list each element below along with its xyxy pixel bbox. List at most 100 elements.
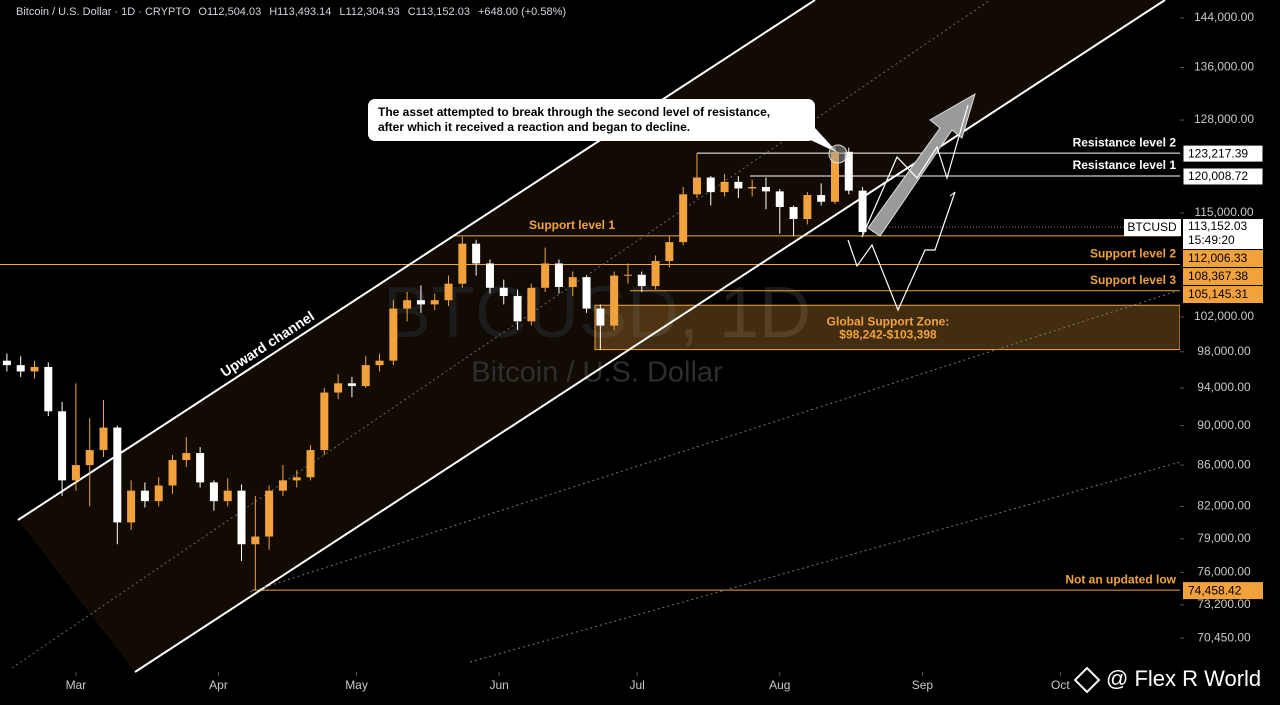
axis: 144,000.00 136,000.00 128,000.00 115,000.00… bbox=[66, 10, 1264, 692]
candle-body bbox=[844, 151, 853, 191]
callout-text: The asset attempted to break through the… bbox=[378, 105, 770, 119]
header-high: H113,493.14 bbox=[269, 6, 331, 18]
candle-body bbox=[71, 465, 80, 481]
y-tick-label: 76,000.00 bbox=[1197, 564, 1251, 578]
channel-fill bbox=[18, 0, 1165, 672]
candle-body bbox=[223, 490, 232, 502]
candle-body bbox=[665, 242, 674, 262]
candle-body bbox=[803, 195, 812, 220]
candle-body bbox=[817, 195, 826, 202]
level-box bbox=[1183, 286, 1263, 304]
brand: @ Flex R World bbox=[1073, 666, 1261, 694]
level-name: Support level 2 bbox=[1090, 247, 1176, 261]
projection-path bbox=[847, 191, 956, 312]
y-tick-label: 136,000.00 bbox=[1194, 60, 1254, 74]
candle-body bbox=[623, 274, 632, 276]
level-name: Support level 1 bbox=[529, 218, 615, 232]
y-tick-label: 128,000.00 bbox=[1194, 112, 1254, 126]
level-box bbox=[1183, 268, 1263, 286]
candle-body bbox=[651, 261, 660, 287]
candle-body bbox=[334, 383, 343, 393]
y-tick-label: 94,000.00 bbox=[1197, 380, 1251, 394]
candle-body bbox=[458, 243, 467, 284]
header-open: O112,504.03 bbox=[198, 6, 261, 18]
projection-arrow bbox=[867, 92, 976, 237]
projection-head bbox=[949, 191, 956, 197]
candle-body bbox=[472, 243, 481, 264]
channel-upper bbox=[17, 0, 816, 521]
candle-body bbox=[858, 190, 867, 233]
last-price-label: 113,152.03 bbox=[1188, 219, 1247, 233]
candle-body bbox=[113, 427, 122, 523]
channel-lower bbox=[134, 0, 1166, 673]
level-name: Resistance level 1 bbox=[1073, 158, 1177, 172]
y-tick-label: 90,000.00 bbox=[1197, 418, 1251, 432]
y-tick-label: 70,450.00 bbox=[1197, 630, 1251, 644]
header-close: C113,152.03 bbox=[408, 6, 470, 18]
symbol-label: BTCUSD bbox=[1127, 220, 1177, 234]
candle-body bbox=[568, 277, 577, 287]
candle-body bbox=[416, 300, 425, 305]
candle-body bbox=[2, 360, 11, 366]
x-tick-label: Jun bbox=[489, 678, 508, 692]
x-tick-label: Mar bbox=[66, 678, 87, 692]
x-tick-label: Jul bbox=[629, 678, 644, 692]
header-symbol: Bitcoin / U.S. Dollar · 1D · CRYPTO bbox=[16, 6, 191, 18]
countdown: 15:49:20 bbox=[1188, 233, 1235, 247]
candle-body bbox=[692, 177, 701, 195]
candle-body bbox=[679, 194, 688, 243]
candle-body bbox=[830, 151, 839, 202]
candle-body bbox=[44, 366, 53, 412]
candle-body bbox=[292, 477, 301, 481]
candle-body bbox=[734, 181, 743, 189]
candle-body bbox=[251, 536, 260, 545]
layer bbox=[0, 152, 1181, 591]
level-box bbox=[1182, 167, 1264, 186]
candle-body bbox=[610, 275, 619, 326]
candle-body bbox=[320, 392, 329, 451]
level-label: 74,458.42 bbox=[1188, 583, 1242, 597]
candle-body bbox=[513, 296, 522, 322]
level-name: Resistance level 2 bbox=[1073, 135, 1177, 149]
candle-body bbox=[85, 450, 94, 466]
candle-body bbox=[306, 450, 315, 478]
level-box bbox=[1183, 250, 1263, 268]
y-tick-label: 102,000.00 bbox=[1194, 309, 1254, 323]
candle-body bbox=[16, 365, 25, 372]
watermark-subtitle: Bitcoin / U.S. Dollar bbox=[471, 357, 723, 389]
brand-logo bbox=[1073, 666, 1101, 694]
y-tick-label: 144,000.00 bbox=[1194, 10, 1254, 24]
level-label: 108,367.38 bbox=[1188, 269, 1248, 283]
candle-body bbox=[499, 287, 508, 297]
candle-body bbox=[554, 263, 563, 287]
candle-body bbox=[58, 411, 67, 481]
candle-body bbox=[127, 490, 136, 523]
y-tick-label: 79,000.00 bbox=[1197, 531, 1251, 545]
level-label: 120,008.72 bbox=[1188, 169, 1248, 183]
y-tick-label: 98,000.00 bbox=[1197, 344, 1251, 358]
candle-body bbox=[182, 453, 191, 461]
last-price-box bbox=[1183, 219, 1263, 250]
callout-text: after which it received a reaction and b… bbox=[378, 120, 690, 134]
candle-body bbox=[541, 263, 550, 288]
candle-body bbox=[720, 181, 729, 193]
level-label: 123,217.39 bbox=[1188, 146, 1248, 160]
y-tick-label: 86,000.00 bbox=[1197, 457, 1251, 471]
zone-title: Global Support Zone: bbox=[827, 314, 950, 328]
y-tick-label: 82,000.00 bbox=[1197, 499, 1251, 513]
x-tick-label: Apr bbox=[209, 678, 228, 692]
candle-body bbox=[140, 490, 149, 502]
candle-body bbox=[485, 263, 494, 288]
candle-body bbox=[347, 383, 356, 387]
candle-body bbox=[444, 283, 453, 301]
level-name: Support level 3 bbox=[1090, 273, 1176, 287]
symbol-box bbox=[1124, 219, 1181, 237]
candle-body bbox=[706, 177, 715, 193]
x-tick-label: Sep bbox=[912, 678, 934, 692]
candle-body bbox=[761, 186, 770, 192]
candle-body bbox=[637, 274, 646, 287]
zone-range: $98,242-$103,398 bbox=[839, 327, 937, 341]
y-tick-label: 115,000.00 bbox=[1194, 205, 1253, 219]
candle-body bbox=[361, 365, 370, 387]
